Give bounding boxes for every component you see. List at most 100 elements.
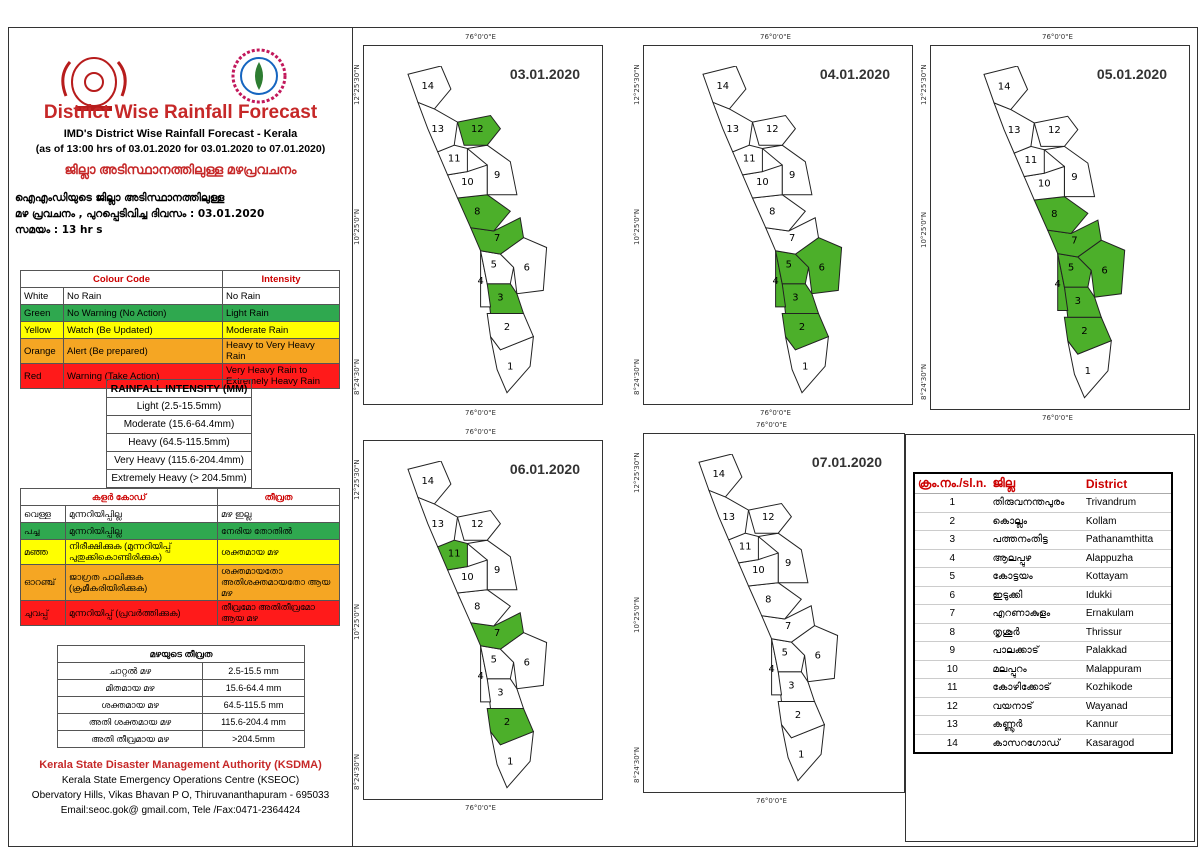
map-date: 07.01.2020	[811, 454, 882, 470]
district-ml: കോഴിക്കോട്	[989, 678, 1083, 698]
district-label-8: 8	[474, 207, 480, 218]
district-label-4: 4	[1055, 279, 1061, 290]
district-no: 5	[914, 567, 990, 587]
lon-label-bottom: 76°0'0"E	[1042, 414, 1073, 422]
colour-name: Green	[20, 304, 64, 322]
lat-label: 10°25'0"N	[353, 603, 361, 640]
district-label-12: 12	[762, 512, 775, 523]
district-label-7: 7	[494, 233, 500, 244]
district-label-5: 5	[1068, 262, 1074, 273]
colour-meaning: No Rain	[63, 287, 223, 305]
colour-intensity: No Rain	[222, 287, 340, 305]
district-label-7: 7	[789, 233, 795, 244]
district-label-10: 10	[1038, 179, 1051, 190]
district-label-1: 1	[798, 750, 804, 761]
ml-title: ജില്ലാ അടിസ്ഥാനത്തിലുള്ള മഴപ്രവചനം	[64, 162, 297, 177]
lat-label: 8°24'30"N	[353, 753, 361, 790]
district-row: 1 തിരുവനന്തപുരം Trivandrum	[914, 493, 1172, 513]
ml-colour-intensity: ശക്തമായതോ അതിശക്തമായതോ ആയ മഴ	[217, 564, 340, 601]
map-date: 06.01.2020	[509, 461, 580, 477]
district-col-no: ക്രം.നം./sl.n.	[914, 473, 990, 494]
rainfall-intensity-row: Very Heavy (115.6-204.4mm)	[106, 451, 252, 470]
colour-code-table: Colour Code Intensity White No Rain No R…	[20, 270, 340, 389]
district-label-6: 6	[524, 263, 530, 274]
maps-frame	[352, 27, 1198, 847]
colour-code-row: Yellow Watch (Be Updated) Moderate Rain	[20, 321, 340, 339]
district-label-4: 4	[477, 671, 483, 682]
district-label-8: 8	[765, 595, 771, 606]
district-label-9: 9	[494, 565, 500, 576]
ml-colour-name: മഞ്ഞ	[20, 539, 66, 565]
district-no: 11	[914, 678, 990, 698]
lon-label-top: 76°0'0"E	[756, 421, 787, 429]
district-no: 9	[914, 641, 990, 661]
footer-line2: Obervatory Hills, Vikas Bhavan P O, Thir…	[31, 790, 330, 801]
district-row: 11 കോഴിക്കോട് Kozhikode	[914, 678, 1172, 698]
district-label-14: 14	[998, 81, 1011, 92]
lat-label: 8°24'30"N	[353, 358, 361, 395]
ml-intensity-name: ശക്തമായ മഴ	[57, 696, 203, 714]
ml-intensity-table: മഴയുടെ തീവ്രത ചാറ്റൽ മഴ 2.5-15.5 mm മിതമാ…	[57, 645, 305, 748]
lat-label: 12°25'30"N	[353, 64, 361, 105]
forecast-map: 03.01.2020 1 2 3 4 5 6 7 8 9 10 11 12 13 14	[363, 45, 603, 405]
district-label-8: 8	[769, 207, 775, 218]
lat-label: 10°25'0"N	[633, 208, 641, 245]
district-ml: കണ്ണൂർ	[989, 715, 1083, 735]
district-shape-14	[407, 461, 452, 505]
map-date: 04.01.2020	[819, 66, 890, 82]
ml-line2: മഴ പ്രവചനം , പുറപ്പെടിവിച്ച ദിവസം : 03.0…	[15, 208, 265, 220]
district-en: Malappuram	[1082, 660, 1172, 679]
ml-colour-row: വെള്ള മുന്നറിയിപ്പില്ല മഴ ഇല്ല	[20, 505, 340, 523]
district-label-2: 2	[504, 717, 510, 728]
district-row: 13 കണ്ണൂർ Kannur	[914, 715, 1172, 735]
district-no: 2	[914, 512, 990, 531]
district-label-7: 7	[785, 621, 791, 632]
district-row: 5 കോട്ടയം Kottayam	[914, 567, 1172, 587]
lat-label: 8°24'30"N	[633, 358, 641, 395]
district-label-2: 2	[504, 322, 510, 333]
ml-colour-intensity: മഴ ഇല്ല	[217, 505, 340, 523]
rainfall-intensity-row: Heavy (64.5-115.5mm)	[106, 433, 252, 452]
colour-code-row: Green No Warning (No Action) Light Rain	[20, 304, 340, 322]
district-row: 4 ആലപ്പുഴ Alappuzha	[914, 549, 1172, 568]
district-label-13: 13	[431, 519, 444, 530]
district-en: Wayanad	[1082, 697, 1172, 716]
district-en: Kottayam	[1082, 567, 1172, 587]
ml-colour-name: പച്ച	[20, 522, 66, 540]
district-label-6: 6	[524, 658, 530, 669]
district-no: 6	[914, 586, 990, 605]
district-col-ml: ജില്ല	[989, 473, 1083, 494]
district-shape-8	[747, 582, 803, 620]
district-no: 7	[914, 604, 990, 624]
district-no: 12	[914, 697, 990, 716]
forecast-map: 06.01.2020 1 2 3 4 5 6 7 8 9 10 11 12 13 14	[363, 440, 603, 800]
district-label-3: 3	[788, 680, 794, 691]
district-label-5: 5	[782, 647, 788, 658]
colour-intensity: Light Rain	[222, 304, 340, 322]
district-label-4: 4	[768, 664, 774, 675]
district-ml: കൊല്ലം	[989, 512, 1083, 531]
footer-org: Kerala State Disaster Management Authori…	[39, 759, 322, 771]
lat-label: 12°25'30"N	[633, 452, 641, 493]
colour-code-row: White No Rain No Rain	[20, 287, 340, 305]
district-label-9: 9	[1071, 172, 1077, 183]
district-ml: തിരുവനന്തപുരം	[989, 493, 1083, 513]
lon-label-bottom: 76°0'0"E	[760, 409, 791, 417]
district-no: 14	[914, 734, 990, 754]
map-date: 03.01.2020	[509, 66, 580, 82]
district-en: Kozhikode	[1082, 678, 1172, 698]
forecast-map: 04.01.2020 1 2 3 4 5 6 7 8 9 10 11 12 13 14	[643, 45, 913, 405]
colour-intensity: Very Heavy Rain to Extremely Heavy Rain	[222, 363, 340, 389]
footer-line1: Kerala State Emergency Operations Centre…	[61, 775, 300, 786]
ml-intensity-range: >204.5mm	[202, 730, 305, 748]
district-no: 8	[914, 623, 990, 642]
forecast-map: 05.01.2020 1 2 3 4 5 6 7 8 9 10 11 12 13 14	[930, 45, 1190, 410]
ml-colour-row: പച്ച മുന്നറിയിപ്പില്ല നേരിയ തോതിൽ	[20, 522, 340, 540]
district-shape-14	[698, 454, 743, 498]
district-row: 7 എറണാകുളം Ernakulam	[914, 604, 1172, 624]
ml-intensity-name: അതി ശക്തമായ മഴ	[57, 713, 203, 731]
ml-colour-row: ചുവപ്പ് മുന്നറിയിപ്പ് (പ്രവർത്തിക്കുക) ത…	[20, 600, 340, 626]
colour-meaning: Alert (Be prepared)	[63, 338, 223, 364]
ksdma-logo	[231, 48, 287, 104]
